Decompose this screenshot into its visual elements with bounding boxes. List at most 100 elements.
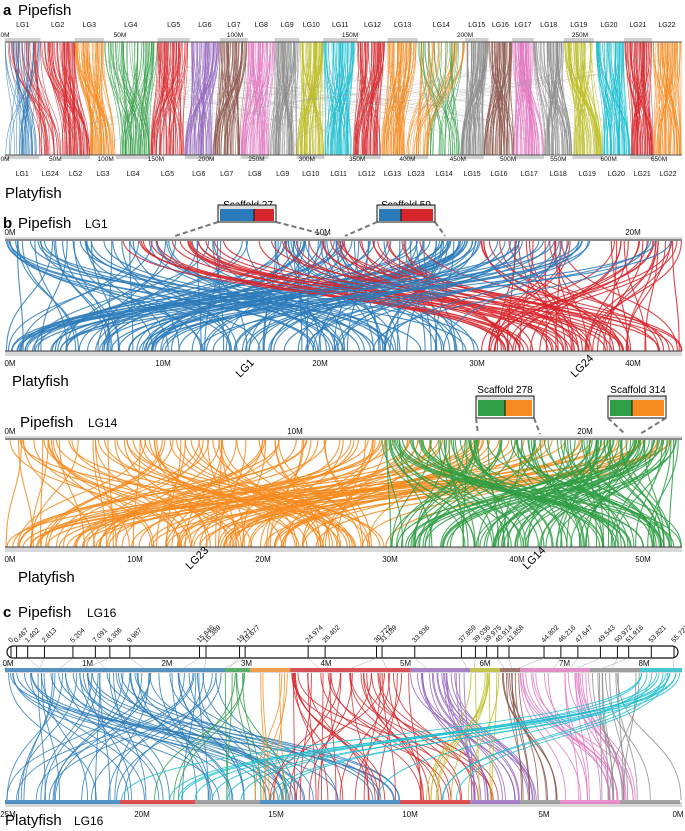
panel-a-ribbon bbox=[271, 41, 279, 156]
pipefish-tick-label: 0M bbox=[0, 32, 9, 39]
panel-a-ribbon bbox=[313, 41, 318, 156]
panel-b-lg1-ribbon bbox=[372, 239, 650, 352]
panel-c-ribbon bbox=[578, 672, 601, 801]
panel-b-lg14-ribbon bbox=[391, 438, 432, 548]
platyfish-lg-segment bbox=[39, 155, 61, 159]
panel-a-ribbon bbox=[272, 41, 286, 156]
panel-b-lg14-ribbon bbox=[114, 438, 193, 548]
panel-c-ribbon bbox=[597, 672, 615, 801]
panel-c-ribbon bbox=[31, 672, 339, 801]
panel-a-ribbon bbox=[450, 41, 457, 156]
panel-c-ribbon bbox=[279, 672, 284, 801]
panel-a-ribbon bbox=[250, 41, 267, 156]
panel-b-lg1-ribbon bbox=[544, 239, 548, 352]
panel-a-crosslink bbox=[9, 41, 267, 156]
marker-connector bbox=[508, 657, 512, 669]
pipefish-lg16-segment bbox=[250, 668, 290, 672]
platyfish-lg-label: LG12 bbox=[358, 171, 375, 178]
panel-a-top-label: Pipefish bbox=[18, 2, 71, 19]
panel-a-ribbon bbox=[676, 41, 681, 156]
panel-b-lg14-ribbon bbox=[17, 438, 34, 548]
panel-c-ribbon bbox=[430, 672, 488, 801]
bottom-tick-label: 30M bbox=[469, 359, 485, 368]
panel-c-ribbon bbox=[274, 672, 285, 801]
platyfish-lg-segment bbox=[380, 155, 405, 159]
panel-a-ribbon bbox=[506, 41, 512, 156]
platyfish-lg16-track bbox=[5, 802, 682, 807]
bottom-track bbox=[5, 547, 682, 552]
panel-b-lg14-ribbon bbox=[190, 438, 369, 548]
panel-c-ribbon bbox=[123, 672, 205, 801]
panel-a-ribbon bbox=[236, 41, 239, 156]
panel-a-ribbon bbox=[423, 41, 461, 156]
scaffold-27-box: Scaffold 27 bbox=[217, 200, 277, 223]
panel-a-ribbon bbox=[494, 41, 515, 156]
bottom-tick-label: 0M bbox=[4, 359, 15, 368]
panel-a-ribbon bbox=[486, 41, 494, 156]
panel-b-lg1-ribbon bbox=[244, 239, 506, 352]
panel-a-ribbon bbox=[515, 41, 540, 156]
panel-b-lg1-ribbon bbox=[330, 239, 659, 352]
panel-a-ribbon bbox=[540, 41, 565, 156]
panel-b-lg1-ribbon bbox=[597, 239, 657, 352]
panel-c-ribbon bbox=[87, 672, 132, 801]
panel-a-ribbon bbox=[432, 41, 442, 156]
pipefish-lg-segment bbox=[464, 38, 489, 42]
panel-a-ribbon bbox=[152, 41, 158, 156]
panel-a-ribbon bbox=[41, 41, 84, 156]
panel-c-ribbon bbox=[215, 672, 297, 801]
panel-a-crosslink bbox=[279, 41, 614, 156]
panel-c-ribbon bbox=[575, 672, 590, 801]
panel-a-ribbon bbox=[634, 41, 648, 156]
panel-b-lg1-ribbon bbox=[283, 239, 589, 352]
panel-a-ribbon bbox=[115, 41, 150, 156]
top-tick-label: 20M bbox=[625, 228, 641, 237]
panel-a-ribbon bbox=[159, 41, 171, 156]
panel-b-lg14-ribbon bbox=[58, 438, 85, 548]
panel-a-ribbon bbox=[542, 41, 568, 156]
platyfish-lg-label: LG16 bbox=[490, 171, 507, 178]
pipefish-lg-label: LG6 bbox=[198, 22, 211, 29]
panel-c-ribbon bbox=[17, 672, 78, 801]
panel-b-lg14-ribbon bbox=[99, 438, 264, 548]
platyfish-lg-segment bbox=[115, 155, 151, 159]
top-track bbox=[5, 237, 682, 241]
panel-b-lg14-ribbon bbox=[176, 438, 319, 548]
panel-a-ribbon bbox=[99, 41, 104, 156]
panel-c-ribbon bbox=[454, 672, 530, 801]
panel-a-ribbon bbox=[515, 41, 535, 156]
panel-a-ribbon bbox=[73, 41, 76, 156]
panel-a-ribbon bbox=[333, 41, 338, 156]
panel-a-ribbon bbox=[326, 41, 353, 156]
panel-a-ribbon bbox=[520, 41, 524, 156]
panel-a-ribbon bbox=[610, 41, 627, 156]
marker-position-label: 49.543 bbox=[597, 624, 617, 644]
panel-b-lg14-ribbon bbox=[607, 438, 611, 548]
panel-a-ribbon bbox=[108, 41, 121, 156]
panel-a-ribbon bbox=[659, 41, 675, 156]
panel-a-ribbon bbox=[421, 41, 445, 156]
panel-c-ribbon bbox=[44, 672, 99, 801]
pipefish-lg16-tick: 1M bbox=[82, 659, 93, 668]
panel-a-ribbon bbox=[617, 41, 621, 156]
panel-c-ribbon bbox=[547, 672, 588, 801]
panel-a-ribbon bbox=[374, 41, 378, 156]
panel-a-ribbon bbox=[473, 41, 486, 156]
panel-a-ribbon bbox=[673, 41, 677, 156]
marker-connector bbox=[602, 657, 629, 669]
panel-a-ribbon bbox=[497, 41, 511, 156]
panel-c-ribbon bbox=[450, 672, 536, 801]
panel-b-lg1-ribbon bbox=[609, 239, 618, 352]
platyfish-tick-label: 250M bbox=[248, 156, 264, 163]
panel-a-ribbon bbox=[12, 41, 50, 156]
top-tick-label: 0M bbox=[4, 228, 15, 237]
panel-b-lg1-ribbon bbox=[442, 239, 563, 352]
panel-a-ribbon bbox=[521, 41, 527, 156]
panel-a-crosslink bbox=[59, 41, 309, 156]
scaffold-59-box: Scaffold 59 bbox=[376, 200, 436, 223]
marker-connector bbox=[4, 657, 17, 669]
panel-c-ribbon bbox=[387, 672, 423, 801]
panel-a-ribbon bbox=[590, 41, 598, 156]
panel-a-crosslink bbox=[74, 41, 538, 156]
panel-a-ribbon bbox=[516, 41, 530, 156]
